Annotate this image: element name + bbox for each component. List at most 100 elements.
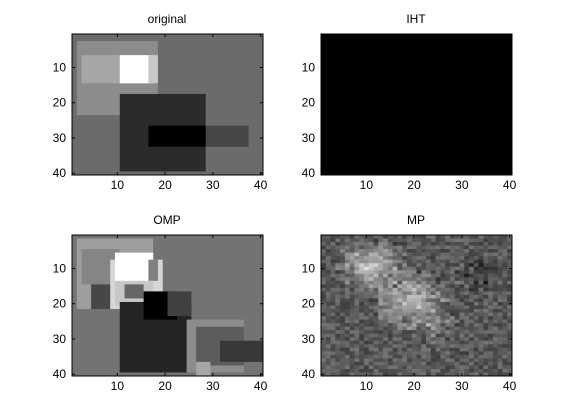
image-pixel (445, 319, 451, 324)
image-pixel (378, 301, 384, 306)
image-pixel (449, 330, 455, 334)
image-pixel (435, 312, 441, 317)
image-pixel (373, 333, 379, 338)
image-pixel (397, 277, 403, 282)
image-pixel (426, 235, 432, 239)
image-pixel (330, 249, 336, 253)
image-pixel (325, 323, 331, 327)
image-pixel (359, 294, 365, 299)
image-pixel (492, 291, 498, 296)
image-pixel (321, 361, 327, 366)
image-pixel (445, 259, 451, 264)
image-pixel (378, 294, 384, 299)
image-pixel (492, 361, 498, 366)
image-pixel (445, 242, 451, 246)
image-pixel (392, 298, 398, 303)
image-pixel (449, 273, 455, 278)
image-pixel (488, 354, 494, 359)
image-pixel (411, 368, 417, 373)
image-pixel (497, 309, 503, 313)
image-pixel (349, 347, 355, 352)
image-pixel (340, 270, 346, 275)
image-pixel (416, 316, 422, 320)
image-pixel (464, 263, 470, 268)
image-pixel (349, 235, 355, 239)
image-pixel (402, 252, 408, 257)
image-pixel (340, 340, 346, 345)
image-pixel (440, 270, 446, 275)
image-pixel (354, 291, 360, 296)
image-pixel (406, 305, 413, 310)
image-pixel (473, 354, 479, 359)
image-pixel (459, 365, 465, 370)
image-pixel (387, 351, 393, 356)
image-pixel (454, 344, 460, 349)
image-pixel (392, 326, 398, 331)
image-pixel (435, 333, 441, 338)
image-pixel (340, 245, 346, 250)
image-pixel (378, 351, 384, 356)
image-pixel (459, 256, 465, 260)
image-pixel (411, 305, 417, 310)
image-pixel (445, 323, 451, 327)
image-pixel (449, 368, 455, 373)
image-pixel (469, 291, 475, 296)
image-pixel (378, 280, 384, 285)
image-pixel (411, 291, 417, 296)
image-pixel (402, 235, 408, 239)
image-pixel (340, 333, 346, 338)
image-pixel (440, 259, 446, 264)
image-pixel (330, 256, 336, 260)
image-pixel (373, 361, 379, 366)
image-pixel (397, 347, 403, 352)
image-pixel (421, 235, 427, 239)
image-pixel (411, 358, 417, 363)
image-pixel (397, 284, 403, 289)
image-pixel (363, 316, 370, 320)
image-pixel (363, 344, 370, 349)
image-pixel (387, 266, 393, 271)
image-pixel (469, 298, 475, 303)
image-pixel (359, 291, 365, 296)
image-pixel (397, 273, 403, 278)
image-pixel (469, 273, 475, 278)
image-pixel (392, 280, 398, 285)
image-pixel (449, 245, 455, 250)
image-pixel (421, 330, 427, 334)
image-pixel (349, 291, 355, 296)
image-pixel (406, 316, 413, 320)
image-pixel (492, 330, 498, 334)
image-pixel (421, 298, 427, 303)
image-pixel (325, 347, 331, 352)
image-pixel (459, 298, 465, 303)
image-pixel (344, 301, 350, 306)
image-pixel (397, 305, 403, 310)
image-pixel (435, 330, 441, 334)
image-pixel (363, 354, 370, 359)
image-pixel (426, 284, 432, 289)
image-pixel (344, 330, 350, 334)
image-pixel (430, 326, 436, 331)
image-pixel (440, 245, 446, 250)
image-pixel (469, 301, 475, 306)
image-layer (321, 235, 513, 377)
image-pixel (406, 284, 413, 289)
image-pixel (354, 330, 360, 334)
image-pixel (335, 305, 341, 310)
image-pixel (335, 249, 341, 253)
image-pixel (445, 316, 451, 320)
image-pixel (354, 319, 360, 324)
image-pixel (344, 344, 350, 349)
image-pixel (325, 235, 331, 239)
image-pixel (387, 294, 393, 299)
image-pixel (445, 333, 451, 338)
image-pixel (349, 273, 355, 278)
image-pixel (387, 309, 393, 313)
image-pixel (473, 294, 479, 299)
image-pixel (330, 351, 336, 356)
image-pixel (459, 330, 465, 334)
image-pixel (497, 361, 503, 366)
image-pixel (469, 351, 475, 356)
image-pixel (383, 287, 389, 292)
image-pixel (421, 372, 427, 377)
